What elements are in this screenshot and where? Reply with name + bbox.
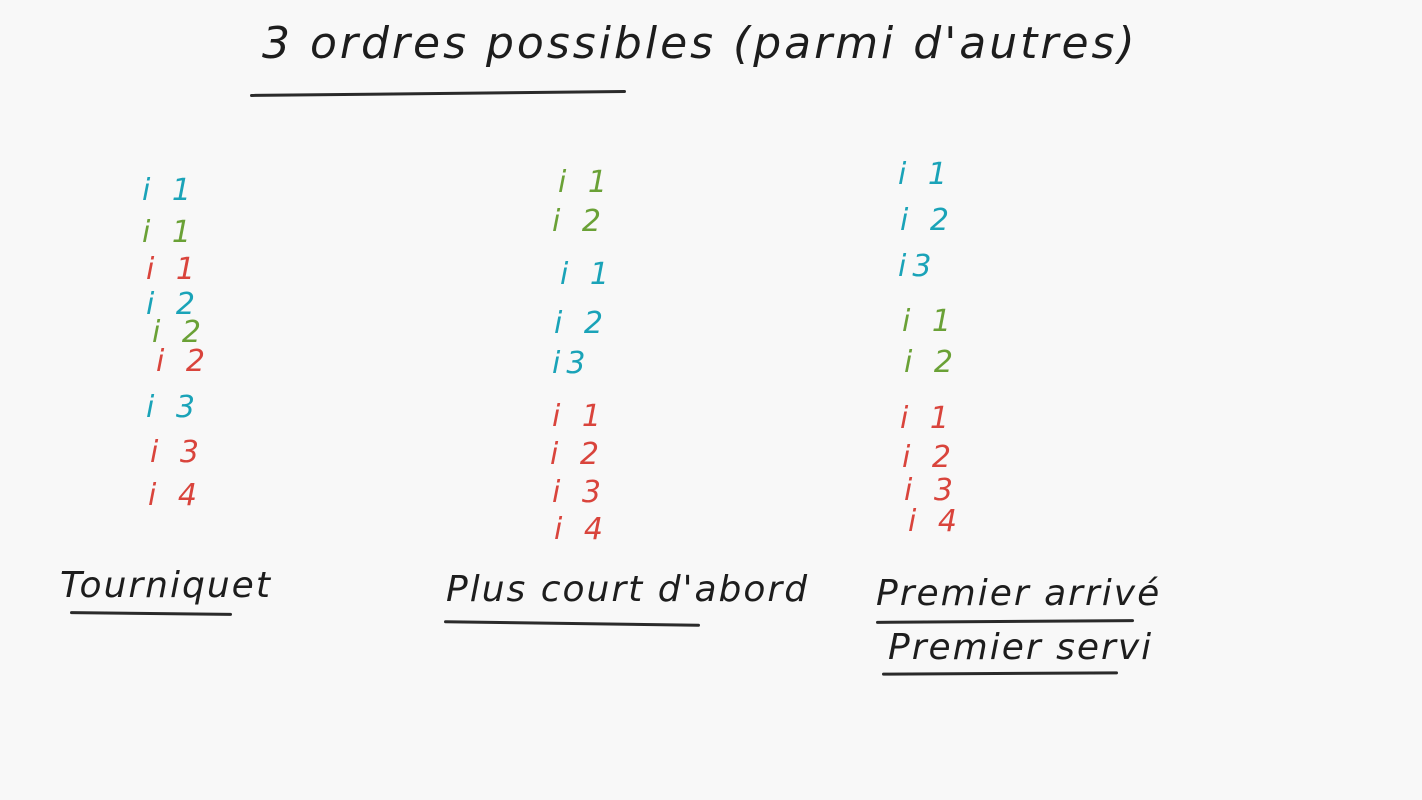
entry-blue: i 2	[146, 287, 201, 322]
entry-red: i 4	[908, 504, 963, 539]
column-label-round-robin: Tourniquet	[60, 565, 272, 606]
column-label-underline	[443, 620, 701, 627]
entry-red: i 2	[902, 440, 957, 475]
column-label-fifo-line2: Premier servi	[888, 627, 1154, 668]
entry-blue: i 1	[560, 257, 615, 292]
entry-green: i 2	[904, 345, 959, 380]
column-label-underline	[881, 671, 1119, 676]
entry-green: i 2	[152, 315, 207, 350]
entry-red: i 4	[148, 478, 203, 513]
column-label-shortest-first: Plus court d'abord	[446, 569, 810, 610]
entry-blue: i 1	[898, 157, 953, 192]
page-title: 3 ordres possibles (parmi d'autres)	[262, 18, 1138, 69]
entry-blue: i3	[898, 249, 938, 284]
entry-red: i 3	[150, 435, 205, 470]
entry-red: i 2	[156, 344, 211, 379]
entry-blue: i 1	[142, 173, 197, 208]
entry-red: i 1	[900, 401, 955, 436]
entry-green: i 1	[142, 215, 197, 250]
entry-green: i 2	[552, 204, 607, 239]
entry-blue: i3	[552, 346, 592, 381]
entry-red: i 3	[904, 473, 959, 508]
title-underline	[249, 90, 627, 97]
entry-blue: i 2	[900, 203, 955, 238]
column-label-underline	[69, 611, 233, 616]
entry-blue: i 3	[146, 390, 201, 425]
entry-red: i 3	[552, 475, 607, 510]
entry-green: i 1	[558, 165, 613, 200]
column-label-underline	[875, 619, 1135, 624]
entry-red: i 2	[550, 437, 605, 472]
entry-blue: i 2	[554, 306, 609, 341]
column-label-fifo-line1: Premier arrivé	[876, 573, 1162, 614]
entry-red: i 4	[554, 512, 609, 547]
entry-red: i 1	[146, 252, 201, 287]
entry-red: i 1	[552, 399, 607, 434]
entry-green: i 1	[902, 304, 957, 339]
